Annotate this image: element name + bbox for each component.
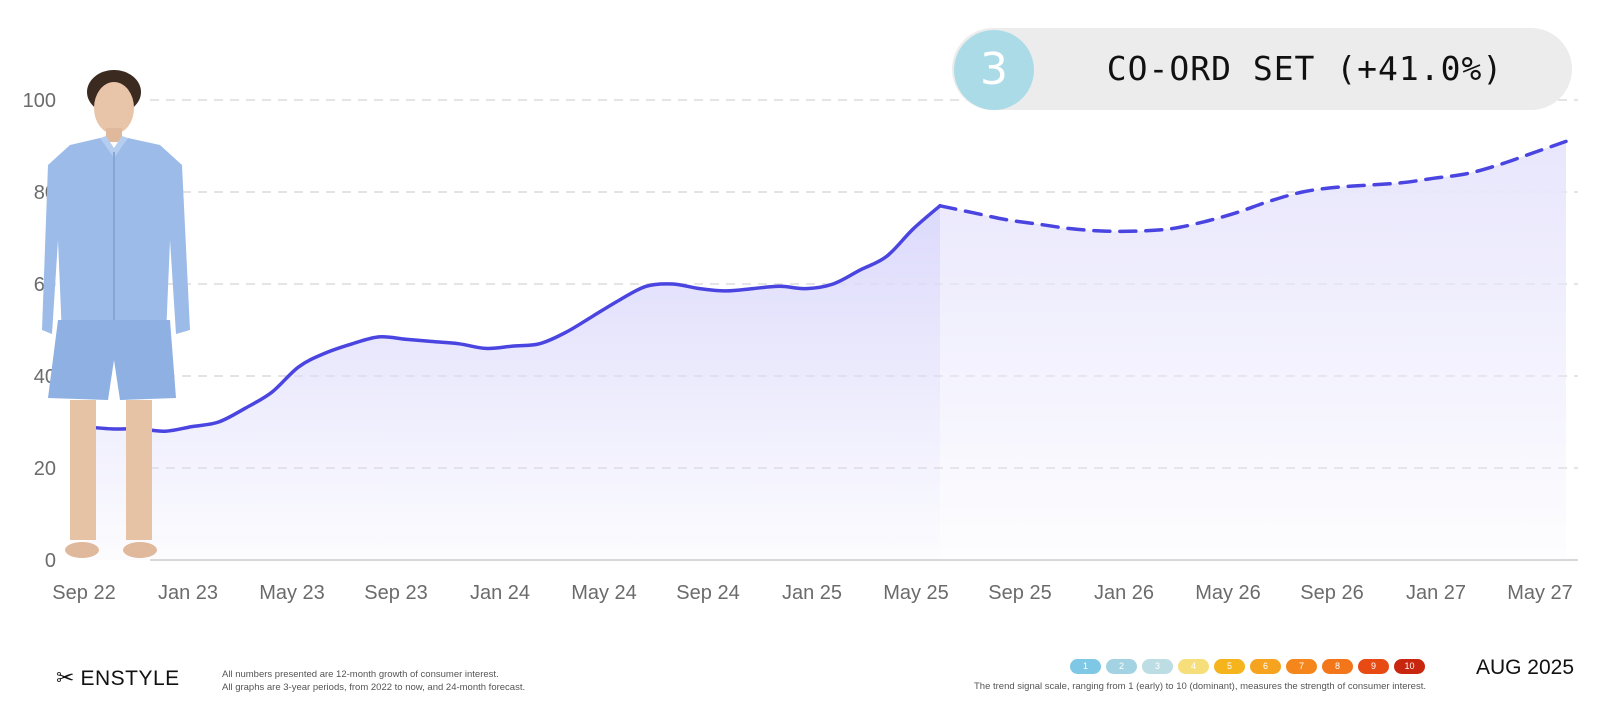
scale-chip-6: 6 xyxy=(1250,659,1281,674)
x-tick-label: Sep 25 xyxy=(988,582,1051,604)
y-tick-label: 20 xyxy=(34,458,56,480)
brand-logo: ✂ ENSTYLE xyxy=(56,664,180,694)
model-shorts xyxy=(48,320,176,400)
x-tick-label: May 26 xyxy=(1195,582,1261,604)
x-tick-label: May 25 xyxy=(883,582,949,604)
footnote-line: All numbers presented are 12-month growt… xyxy=(222,669,499,680)
scale-chip-3: 3 xyxy=(1142,659,1173,674)
x-tick-label: Sep 23 xyxy=(364,582,427,604)
x-tick-label: Sep 26 xyxy=(1300,582,1363,604)
area-historical xyxy=(85,205,940,561)
rank-badge: 3 xyxy=(954,30,1034,110)
model-collar xyxy=(100,136,128,158)
x-tick-label: Jan 24 xyxy=(470,582,530,604)
x-tick-label: May 27 xyxy=(1507,582,1573,604)
model-face xyxy=(94,82,134,134)
model-neck xyxy=(106,128,122,142)
scale-caption: The trend signal scale, ranging from 1 (… xyxy=(974,681,1426,692)
series-line-forecast xyxy=(938,139,1568,234)
scale-chip-8: 8 xyxy=(1322,659,1353,674)
series-line-historical xyxy=(83,204,942,433)
x-tick-label: Jan 23 xyxy=(158,582,218,604)
model-right-leg xyxy=(126,400,152,540)
y-tick-label: 0 xyxy=(45,550,56,572)
scale-chip-2: 2 xyxy=(1106,659,1137,674)
scale-chip-1: 1 xyxy=(1070,659,1101,674)
scissors-icon: ✂ xyxy=(56,666,75,691)
scale-chip-5: 5 xyxy=(1214,659,1245,674)
series-lines xyxy=(83,139,1568,433)
trend-signal-scale: 1 2 3 4 5 6 7 8 9 10 xyxy=(1070,659,1425,674)
model-left-foot xyxy=(65,542,99,558)
scale-chip-4: 4 xyxy=(1178,659,1209,674)
scale-chip-10: 10 xyxy=(1394,659,1425,674)
scale-chip-7: 7 xyxy=(1286,659,1317,674)
footnote-line: All graphs are 3-year periods, from 2022… xyxy=(222,682,526,693)
model-right-foot xyxy=(123,542,157,558)
x-tick-label: Jan 26 xyxy=(1094,582,1154,604)
x-tick-label: Sep 24 xyxy=(676,582,739,604)
x-tick-label: May 23 xyxy=(259,582,325,604)
x-tick-label: Jan 27 xyxy=(1406,582,1466,604)
report-date: AUG 2025 xyxy=(1475,656,1574,679)
x-axis-ticks: Sep 22 Jan 23 May 23 Sep 23 Jan 24 May 24 Sep … xyxy=(52,582,1572,604)
model-figure xyxy=(42,70,190,558)
area-fills xyxy=(85,141,1566,561)
area-forecast xyxy=(940,141,1566,560)
x-tick-label: Sep 22 xyxy=(52,582,115,604)
x-tick-label: May 24 xyxy=(571,582,637,604)
model-left-leg xyxy=(70,400,96,540)
model-shirt xyxy=(42,138,190,336)
title-pill xyxy=(952,28,1572,110)
trend-title: CO-ORD SET (+41.0%) xyxy=(1106,49,1504,88)
footnotes: All numbers presented are 12-month growt… xyxy=(222,668,525,694)
x-tick-label: Jan 25 xyxy=(782,582,842,604)
scale-chip-9: 9 xyxy=(1358,659,1389,674)
brand-name: ENSTYLE xyxy=(80,667,180,690)
y-tick-label: 100 xyxy=(23,90,56,112)
